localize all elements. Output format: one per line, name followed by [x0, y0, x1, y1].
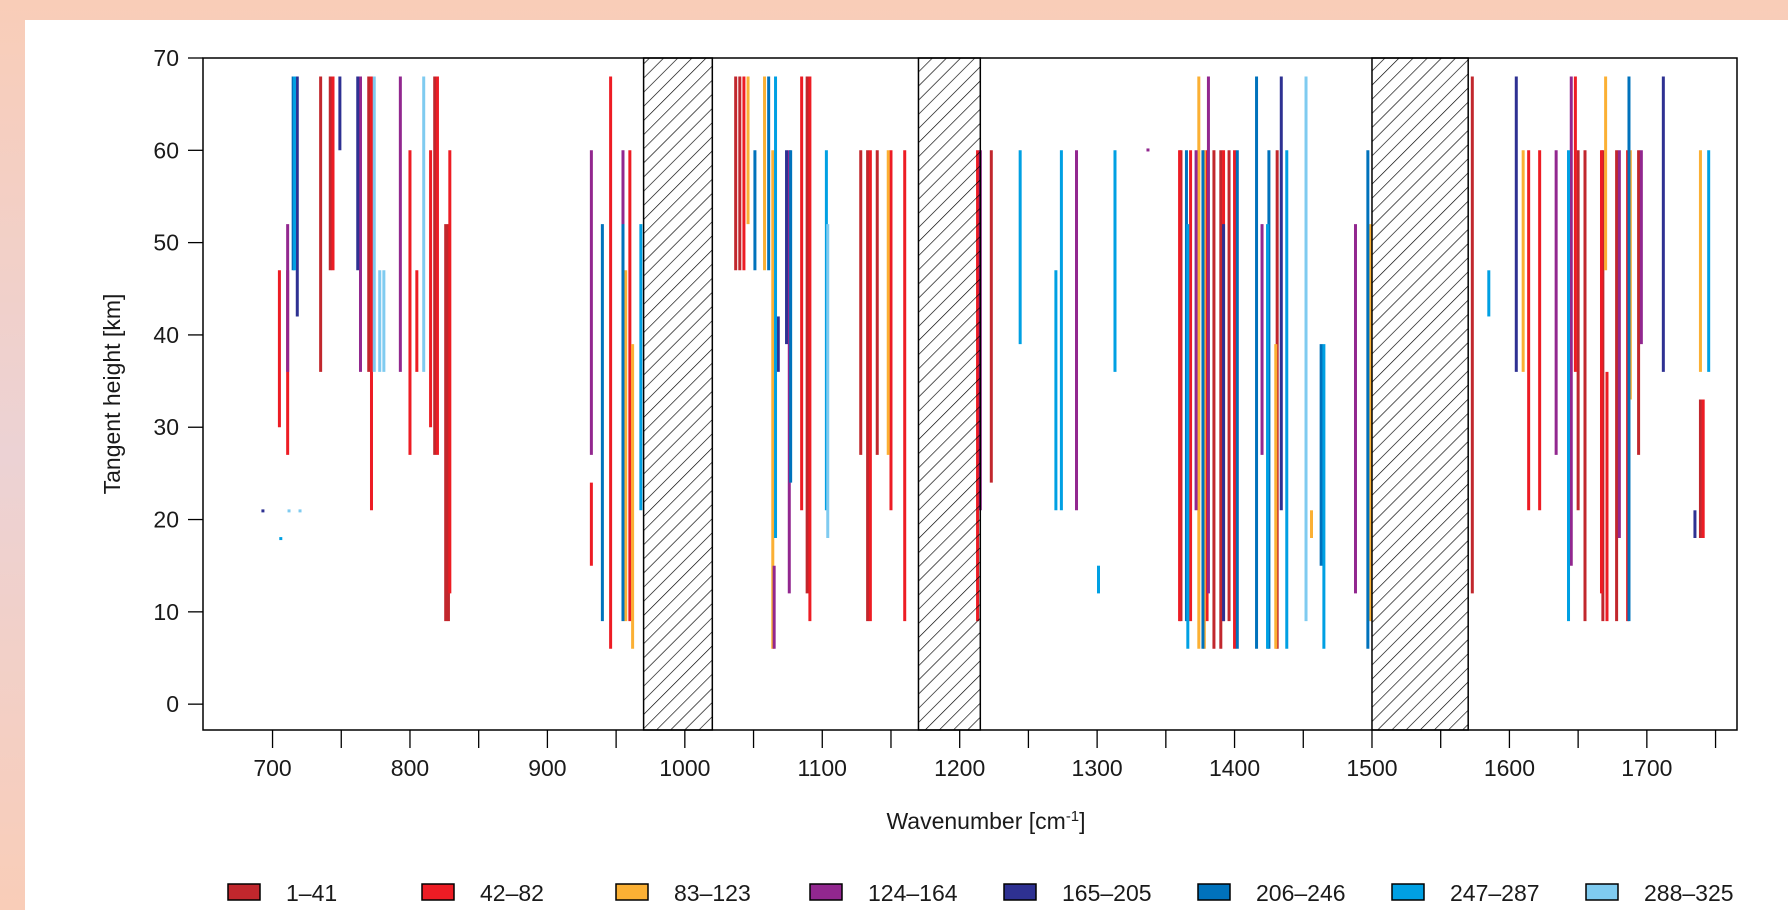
y-tick-label: 70: [153, 45, 179, 71]
y-axis-label: Tangent height [km]: [99, 294, 125, 495]
x-tick-label: 1000: [659, 755, 710, 781]
panel: [25, 20, 1788, 910]
plot-frame: [202, 57, 1738, 731]
legend-label: 42–82: [480, 880, 544, 906]
legend-swatch: [615, 883, 649, 901]
legend-label: 1–41: [286, 880, 337, 906]
x-tick-label: 700: [253, 755, 291, 781]
legend-label: 165–205: [1062, 880, 1152, 906]
excluded-region: [642, 57, 714, 731]
legend-swatch: [1003, 883, 1037, 901]
legend-label: 206–246: [1256, 880, 1346, 906]
legend-label: 124–164: [868, 880, 958, 906]
x-tick-label: 1100: [798, 755, 847, 781]
y-tick-label: 10: [153, 599, 179, 625]
x-tick-label: 1500: [1346, 755, 1397, 781]
excluded-region: [1371, 57, 1469, 731]
y-tick-label: 0: [166, 691, 179, 717]
legend-swatch: [1197, 883, 1231, 901]
x-tick-label: 1200: [934, 755, 985, 781]
legend-swatch: [421, 883, 455, 901]
legend-swatch: [227, 883, 261, 901]
legend-swatch: [809, 883, 843, 901]
excluded-region: [917, 57, 982, 731]
x-tick-label: 800: [391, 755, 429, 781]
legend-label: 288–325: [1644, 880, 1734, 906]
x-axis-label: Wavenumber [cm-1]: [886, 808, 1085, 835]
legend-label: 83–123: [674, 880, 751, 906]
y-tick-label: 40: [153, 322, 179, 348]
y-tick-label: 30: [153, 414, 179, 440]
x-tick-label: 1300: [1072, 755, 1123, 781]
x-label-text: Wavenumber [cm: [886, 808, 1065, 834]
y-tick-label: 60: [153, 137, 179, 163]
x-tick-label: 1400: [1209, 755, 1260, 781]
y-tick-label: 20: [153, 507, 179, 533]
legend-swatch: [1391, 883, 1425, 901]
legend-swatch: [1585, 883, 1619, 901]
legend-label: 247–287: [1450, 880, 1540, 906]
x-label-sup: -1: [1066, 808, 1079, 825]
x-tick-label: 900: [528, 755, 566, 781]
x-label-suffix: ]: [1079, 808, 1085, 834]
x-tick-label: 1600: [1484, 755, 1535, 781]
y-tick-label: 50: [153, 230, 179, 256]
x-tick-label: 1700: [1621, 755, 1672, 781]
